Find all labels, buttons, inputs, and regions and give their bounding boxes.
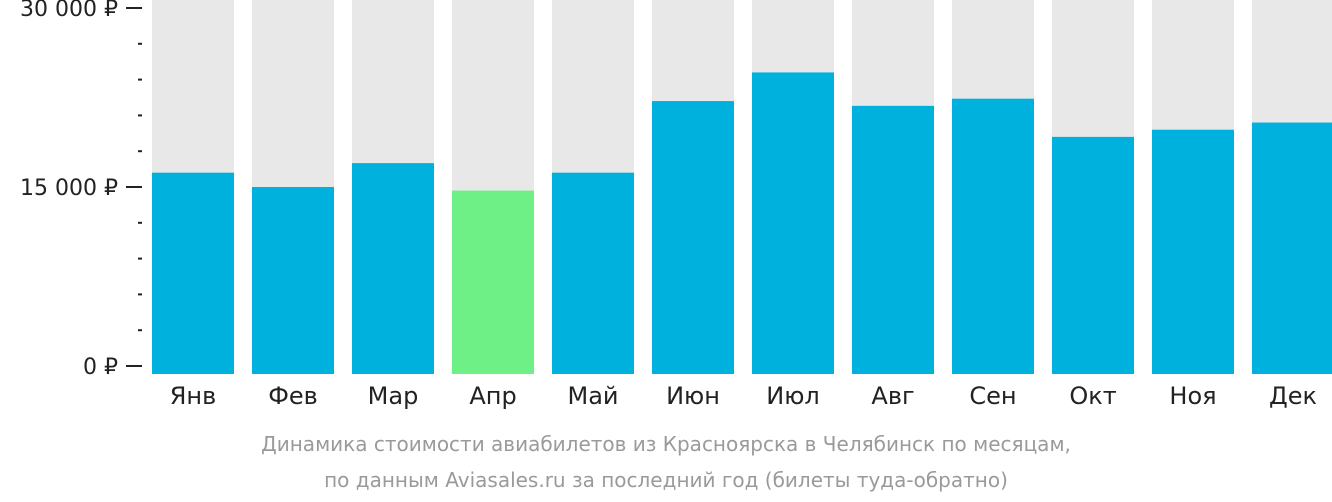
x-tick-label: Мар [368, 382, 419, 410]
x-tick-label: Дек [1269, 382, 1317, 410]
price-bar-chart: 0 ₽ 15 000 ₽ 30 000 ₽ Янв Фев Мар Апр Май Июн Ию… [20, 0, 1332, 410]
x-tick-label: Апр [469, 382, 516, 410]
bar-10[interactable] [1052, 136, 1134, 374]
x-tick-label: Авг [871, 382, 914, 410]
x-tick-label: Фев [268, 382, 318, 410]
x-tick-label: Июл [766, 382, 820, 410]
y-axis: 0 ₽ 15 000 ₽ 30 000 ₽ [20, 0, 142, 380]
y-tick-label: 0 ₽ [83, 355, 118, 380]
bar-9[interactable] [952, 98, 1034, 375]
bar-2[interactable] [252, 187, 334, 374]
x-tick-label: Май [567, 382, 618, 410]
y-tick-label: 30 000 ₽ [20, 0, 118, 22]
bar-11[interactable] [1152, 129, 1234, 374]
bar-3[interactable] [352, 163, 434, 374]
bar-6[interactable] [652, 101, 734, 374]
x-axis-labels: Янв Фев Мар Апр Май Июн Июл Авг Сен Окт Ноя Дек [170, 382, 1317, 410]
chart-caption-line-1: Динамика стоимости авиабилетов из Красно… [261, 432, 1071, 456]
x-tick-label: Июн [666, 382, 720, 410]
bar-1[interactable] [152, 172, 234, 374]
bars [152, 72, 1332, 375]
bar-4[interactable] [452, 190, 534, 374]
bar-12[interactable] [1252, 122, 1332, 374]
chart-caption-line-2: по данным Aviasales.ru за последний год … [324, 468, 1008, 492]
x-tick-label: Сен [969, 382, 1016, 410]
bar-8[interactable] [852, 105, 934, 374]
bar-5[interactable] [552, 172, 634, 374]
x-tick-label: Окт [1069, 382, 1116, 410]
x-tick-label: Янв [170, 382, 217, 410]
y-tick-label: 15 000 ₽ [20, 176, 118, 201]
bar-7[interactable] [752, 72, 834, 374]
x-tick-label: Ноя [1169, 382, 1216, 410]
